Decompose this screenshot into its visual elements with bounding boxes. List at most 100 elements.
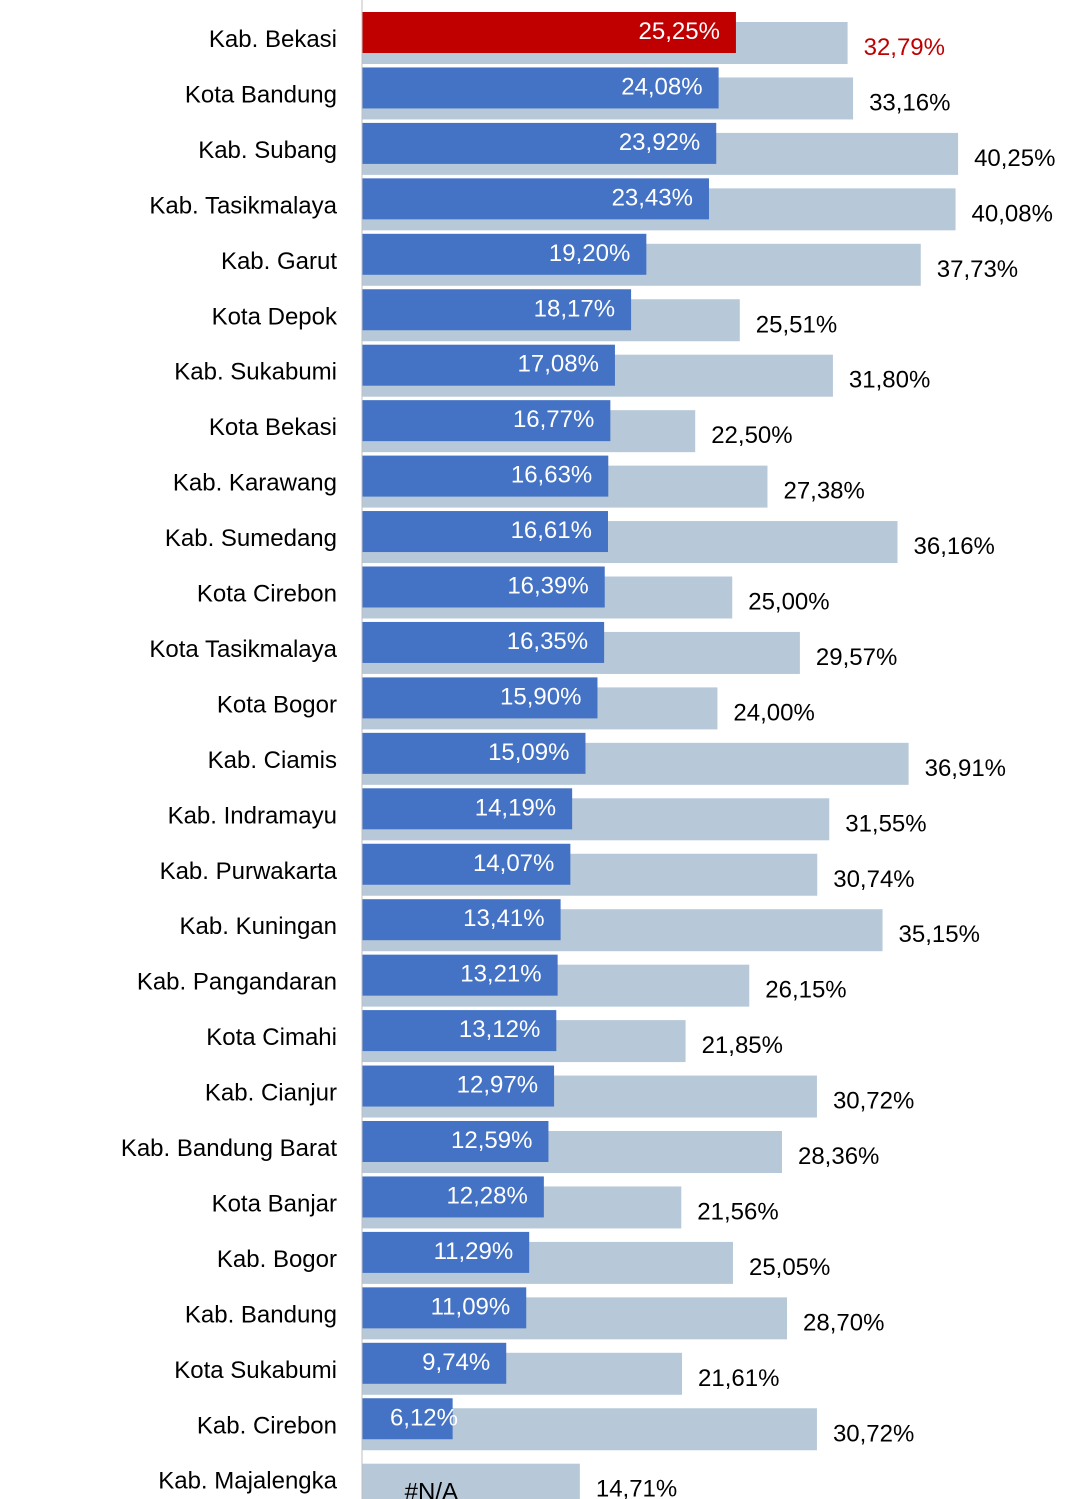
- bar: [362, 12, 736, 53]
- bar: [362, 289, 632, 331]
- category-label: Kab. Subang: [198, 137, 337, 164]
- category-label: Kota Bandung: [185, 81, 337, 108]
- bar: [362, 1121, 549, 1162]
- category-label: Kab. Kuningan: [180, 913, 337, 940]
- category-label: Kota Tasikmalaya: [149, 636, 337, 663]
- value-label: 25,00%: [748, 589, 829, 616]
- value-label: 25,05%: [749, 1254, 830, 1281]
- category-label: Kota Bogor: [217, 691, 337, 718]
- value-label: 15,09%: [488, 739, 569, 766]
- bar: [362, 511, 608, 553]
- value-label: 25,51%: [756, 311, 837, 338]
- value-label: 13,12%: [459, 1016, 540, 1043]
- bar: [362, 1010, 557, 1052]
- category-label: Kota Cimahi: [206, 1024, 337, 1051]
- bar: [362, 621, 605, 663]
- category-label: Kab. Purwakarta: [160, 858, 338, 885]
- category-label: Kab. Garut: [221, 248, 337, 275]
- bar-total: [362, 1463, 580, 1499]
- bar: [362, 843, 571, 885]
- bar: [362, 566, 605, 608]
- value-label: 13,41%: [463, 905, 544, 932]
- bar: [362, 344, 615, 386]
- value-label: 40,25%: [974, 145, 1055, 172]
- category-label: Kab. Indramayu: [168, 802, 337, 829]
- bar: [362, 122, 717, 164]
- value-label: 16,63%: [511, 462, 592, 489]
- category-label: Kab. Majalengka: [158, 1468, 337, 1495]
- category-label: Kab. Ciamis: [208, 747, 337, 774]
- value-label: 23,92%: [619, 129, 700, 156]
- value-label: 25,25%: [639, 18, 720, 45]
- value-label: 16,35%: [507, 628, 588, 655]
- value-label: 27,38%: [783, 478, 864, 505]
- value-label: 30,72%: [833, 1420, 914, 1447]
- bar: [362, 455, 609, 497]
- category-label: Kab. Bandung: [185, 1301, 337, 1328]
- value-label: 16,61%: [511, 517, 592, 544]
- value-label: 12,59%: [451, 1127, 532, 1154]
- category-label: Kota Bekasi: [209, 414, 337, 441]
- value-label: 31,80%: [849, 367, 930, 394]
- category-label: Kab. Bandung Barat: [121, 1135, 337, 1162]
- bar: [362, 677, 598, 719]
- bar: [362, 1398, 453, 1440]
- category-label: Kab. Pangandaran: [137, 969, 337, 996]
- value-label: 21,85%: [702, 1032, 783, 1059]
- category-label: Kota Cirebon: [197, 581, 337, 608]
- bar: [362, 1065, 555, 1107]
- category-label: Kab. Sukabumi: [174, 359, 337, 386]
- value-label: 30,72%: [833, 1088, 914, 1115]
- value-label: 22,50%: [711, 422, 792, 449]
- value-label: 14,19%: [475, 794, 556, 821]
- value-label: 29,57%: [816, 644, 897, 671]
- category-label: Kota Depok: [212, 303, 338, 330]
- bar: [362, 954, 558, 996]
- value-label: 21,56%: [697, 1198, 778, 1225]
- value-label: 31,55%: [845, 810, 926, 837]
- bar: [362, 899, 561, 941]
- value-label: 36,16%: [914, 533, 995, 560]
- bar: [362, 67, 719, 109]
- category-label: Kota Banjar: [212, 1190, 337, 1217]
- category-label: Kab. Bogor: [217, 1246, 337, 1273]
- value-label: 12,97%: [457, 1072, 538, 1099]
- value-label: 40,08%: [972, 200, 1053, 227]
- value-label: 21,61%: [698, 1365, 779, 1392]
- bar: [362, 1231, 530, 1273]
- category-label: Kab. Bekasi: [209, 26, 337, 53]
- category-label: Kab. Cianjur: [205, 1080, 337, 1107]
- value-label: 14,07%: [473, 850, 554, 877]
- value-label: 12,28%: [446, 1182, 527, 1209]
- bar: [362, 400, 611, 442]
- value-label: 11,09%: [431, 1293, 511, 1320]
- value-label: 33,16%: [869, 89, 950, 116]
- value-label: 6,12%: [390, 1404, 458, 1431]
- value-label: #N/A: [405, 1479, 458, 1499]
- value-label: 16,39%: [507, 573, 588, 600]
- value-label: 19,20%: [549, 240, 630, 267]
- bar: [362, 233, 647, 275]
- value-label: 16,77%: [513, 406, 594, 433]
- category-label: Kab. Tasikmalaya: [149, 192, 337, 219]
- value-label: 35,15%: [899, 921, 980, 948]
- bar: [362, 1176, 544, 1218]
- value-label: 30,74%: [833, 866, 914, 893]
- value-label: 28,36%: [798, 1143, 879, 1170]
- category-label: Kab. Sumedang: [165, 525, 337, 552]
- bar: [362, 732, 586, 774]
- category-label: Kab. Karawang: [173, 470, 337, 497]
- value-label: 24,00%: [733, 699, 814, 726]
- bar: [362, 1287, 527, 1329]
- value-label: 15,90%: [500, 683, 581, 710]
- value-label: 18,17%: [534, 295, 615, 322]
- value-label: 37,73%: [937, 256, 1018, 283]
- value-label: 13,21%: [460, 961, 541, 988]
- category-label: Kota Sukabumi: [174, 1357, 337, 1384]
- bar: [362, 788, 573, 830]
- value-label: 23,43%: [612, 184, 693, 211]
- value-label: 14,71%: [596, 1476, 677, 1499]
- value-label: 11,29%: [434, 1238, 514, 1265]
- value-label: 36,91%: [925, 755, 1006, 782]
